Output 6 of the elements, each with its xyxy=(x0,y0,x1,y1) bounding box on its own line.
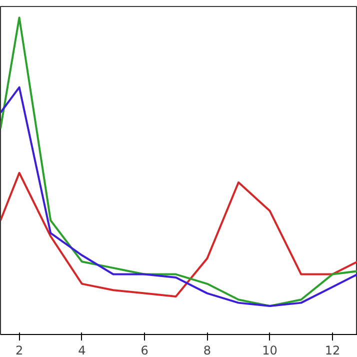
x-tick-label: 6 xyxy=(140,344,148,357)
x-tick-label: 2 xyxy=(15,344,24,357)
x-tick-label: 8 xyxy=(203,344,212,357)
x-tick-label: 4 xyxy=(78,344,86,357)
x-tick-label: 10 xyxy=(262,344,278,357)
x-tick-label: 12 xyxy=(324,344,340,357)
